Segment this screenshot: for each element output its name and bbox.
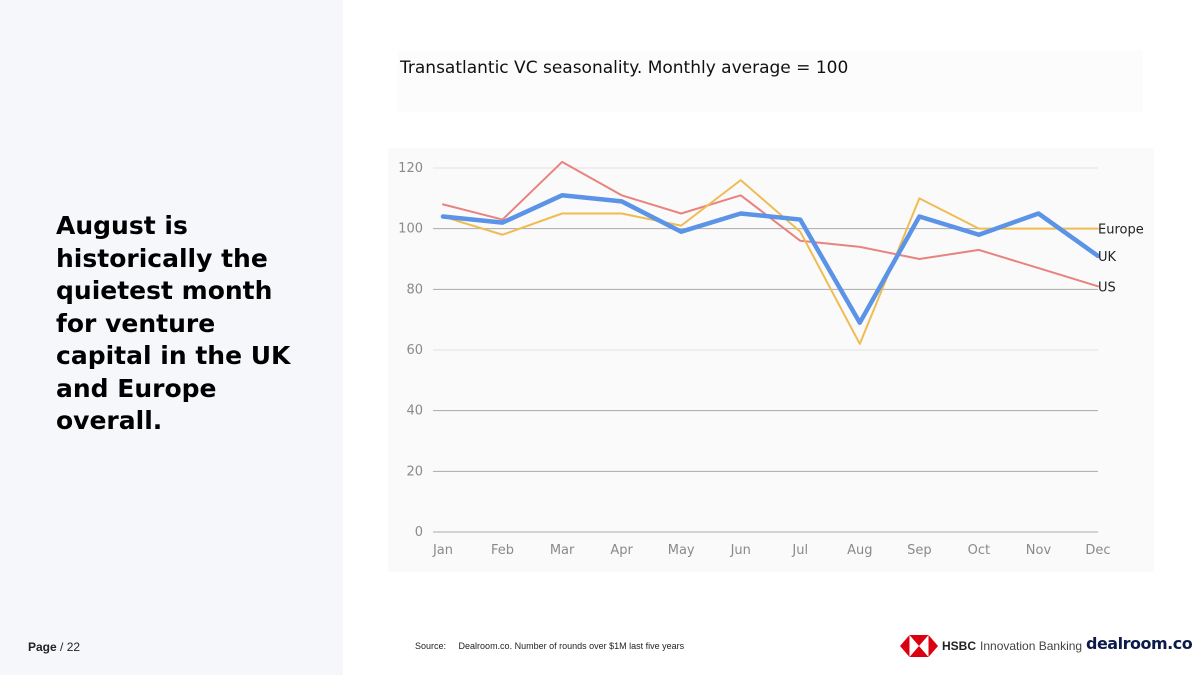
hsbc-subtitle: Innovation Banking — [980, 639, 1083, 653]
series-line-us — [442, 160, 1099, 288]
page-indicator: Page / 22 — [28, 640, 80, 654]
y-tick-label-80: 80 — [406, 282, 423, 297]
left-panel: August is historically the quietest mont… — [0, 0, 343, 675]
series-label-europe: Europe — [1098, 223, 1144, 238]
page-total: / 22 — [60, 640, 81, 654]
x-tick-label-oct: Oct — [968, 543, 990, 558]
source-note: Source: Dealroom.co. Number of rounds ov… — [415, 641, 684, 651]
y-tick-label-40: 40 — [406, 404, 423, 419]
x-tick-label-may: May — [668, 543, 695, 558]
y-tick-label-120: 120 — [398, 161, 423, 176]
x-tick-label-aug: Aug — [847, 543, 872, 558]
x-tick-label-jul: Jul — [791, 543, 808, 558]
line-chart: 0 20 40 60 80 100 120 Jan Feb Mar Apr May Jun Jul Aug S… — [398, 160, 1144, 558]
x-tick-label-mar: Mar — [550, 543, 575, 558]
y-tick-label-0: 0 — [415, 525, 423, 540]
x-tick-label-jan: Jan — [432, 543, 453, 558]
series-label-us: US — [1098, 280, 1116, 295]
x-tick-label-apr: Apr — [610, 543, 633, 558]
hsbc-logo: HSBC Innovation Banking — [900, 635, 1082, 657]
series-line-europe — [442, 179, 1099, 345]
hsbc-name: HSBC — [942, 639, 977, 653]
x-tick-label-dec: Dec — [1085, 543, 1110, 558]
x-tick-label-nov: Nov — [1026, 543, 1052, 558]
x-tick-label-feb: Feb — [491, 543, 514, 558]
source-text: Dealroom.co. Number of rounds over $1M l… — [458, 641, 685, 651]
headline: August is historically the quietest mont… — [56, 211, 291, 435]
source-prefix: Source: — [415, 641, 447, 651]
chart-title: Transatlantic VC seasonality. Monthly av… — [400, 58, 849, 78]
dealroom-logo: dealroom.co — [1086, 634, 1193, 653]
chart-title-box: Transatlantic VC seasonality. Monthly av… — [398, 50, 1143, 112]
page-word: Page — [28, 640, 57, 654]
chart-area: 0 20 40 60 80 100 120 Jan Feb Mar Apr May Jun Jul Aug S… — [388, 148, 1154, 572]
x-tick-label-jun: Jun — [730, 543, 751, 558]
y-tick-label-60: 60 — [406, 343, 423, 358]
series-line-uk — [440, 193, 1101, 325]
y-tick-label-20: 20 — [406, 464, 423, 479]
hsbc-hexagon-icon — [900, 635, 938, 657]
series-label-uk: UK — [1098, 250, 1117, 265]
x-tick-label-sep: Sep — [907, 543, 932, 558]
y-tick-label-100: 100 — [398, 222, 423, 237]
